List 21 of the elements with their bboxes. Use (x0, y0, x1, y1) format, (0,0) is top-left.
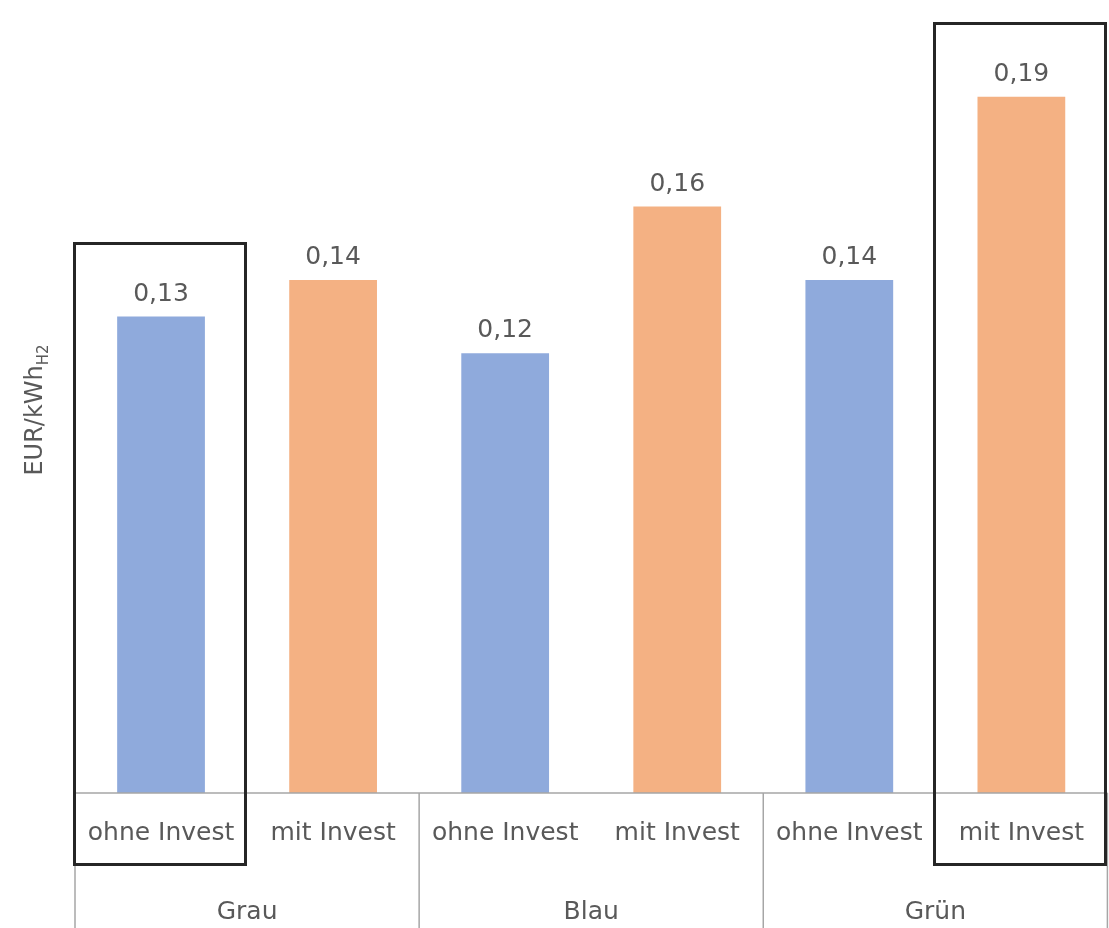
x-tick-label: ohne Invest (87, 816, 235, 846)
x-tick-label: mit Invest (958, 816, 1085, 846)
bar (289, 279, 377, 793)
x-tick-label: mit Invest (614, 816, 741, 846)
data-label: 0,14 (821, 240, 878, 270)
text: Blau (563, 895, 619, 925)
data-label: 0,14 (305, 240, 361, 270)
x-tick-label: ohne Invest (776, 816, 923, 846)
data-label: 0,13 (133, 277, 189, 307)
x-tick-label: mit Invest (270, 816, 396, 846)
bar (805, 279, 894, 793)
data-label: 0,16 (649, 167, 706, 197)
data-label: 0,12 (477, 314, 533, 344)
bar (461, 353, 550, 793)
bar (633, 206, 722, 793)
data-label: 0,19 (993, 57, 1050, 87)
text: Grün (904, 895, 966, 925)
x-tick-label: ohne Invest (431, 816, 579, 846)
bar (117, 316, 205, 793)
text: Grau (216, 895, 278, 925)
bar (977, 96, 1066, 793)
